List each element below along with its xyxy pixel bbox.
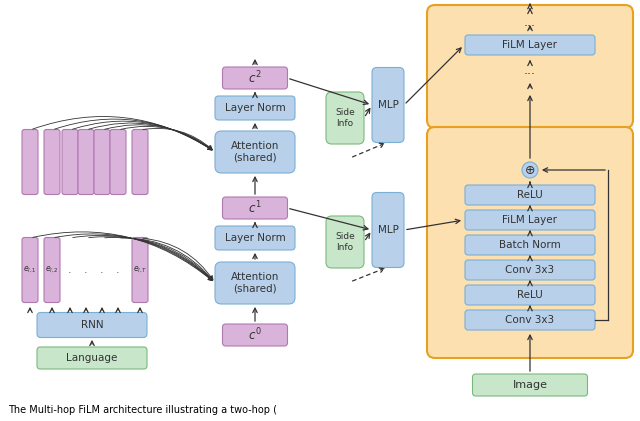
Text: $e_{l,1}$: $e_{l,1}$ — [23, 265, 37, 275]
FancyBboxPatch shape — [37, 347, 147, 369]
FancyBboxPatch shape — [465, 310, 595, 330]
Text: ReLU: ReLU — [517, 290, 543, 300]
FancyBboxPatch shape — [44, 237, 60, 303]
Text: Attention
(shared): Attention (shared) — [231, 272, 279, 294]
Text: $c^0$: $c^0$ — [248, 327, 262, 343]
FancyBboxPatch shape — [37, 312, 147, 338]
FancyBboxPatch shape — [326, 92, 364, 144]
FancyBboxPatch shape — [94, 130, 110, 195]
FancyBboxPatch shape — [22, 237, 38, 303]
Text: Side
Info: Side Info — [335, 232, 355, 252]
FancyBboxPatch shape — [132, 130, 148, 195]
Text: .: . — [116, 265, 120, 275]
FancyBboxPatch shape — [22, 130, 38, 195]
FancyBboxPatch shape — [132, 237, 148, 303]
FancyBboxPatch shape — [465, 235, 595, 255]
Text: ReLU: ReLU — [517, 190, 543, 200]
FancyBboxPatch shape — [62, 130, 78, 195]
Text: $c^1$: $c^1$ — [248, 200, 262, 216]
Text: MLP: MLP — [378, 100, 399, 110]
FancyBboxPatch shape — [215, 131, 295, 173]
Text: ...: ... — [524, 64, 536, 77]
Text: Image: Image — [513, 380, 547, 390]
FancyBboxPatch shape — [223, 67, 287, 89]
Text: $e_{l,2}$: $e_{l,2}$ — [45, 265, 59, 275]
FancyBboxPatch shape — [465, 260, 595, 280]
Text: .: . — [84, 265, 88, 275]
FancyBboxPatch shape — [78, 130, 94, 195]
Text: FiLM Layer: FiLM Layer — [502, 215, 557, 225]
FancyBboxPatch shape — [427, 127, 633, 358]
FancyBboxPatch shape — [372, 67, 404, 142]
Text: Layer Norm: Layer Norm — [225, 233, 285, 243]
Text: FiLM Layer: FiLM Layer — [502, 40, 557, 50]
Text: Side
Info: Side Info — [335, 108, 355, 128]
Text: $c^2$: $c^2$ — [248, 70, 262, 86]
FancyBboxPatch shape — [427, 5, 633, 128]
FancyBboxPatch shape — [110, 130, 126, 195]
Text: MLP: MLP — [378, 225, 399, 235]
FancyBboxPatch shape — [223, 324, 287, 346]
Text: Attention
(shared): Attention (shared) — [231, 141, 279, 163]
FancyBboxPatch shape — [215, 226, 295, 250]
Text: Conv 3x3: Conv 3x3 — [506, 315, 555, 325]
Text: .: . — [100, 265, 104, 275]
Text: Layer Norm: Layer Norm — [225, 103, 285, 113]
FancyBboxPatch shape — [215, 96, 295, 120]
Text: $e_{l,T}$: $e_{l,T}$ — [132, 265, 147, 275]
FancyBboxPatch shape — [44, 130, 60, 195]
FancyBboxPatch shape — [465, 35, 595, 55]
FancyBboxPatch shape — [215, 262, 295, 304]
Circle shape — [522, 162, 538, 178]
FancyBboxPatch shape — [465, 185, 595, 205]
Text: .: . — [68, 265, 72, 275]
FancyBboxPatch shape — [472, 374, 588, 396]
Text: Conv 3x3: Conv 3x3 — [506, 265, 555, 275]
Text: ...: ... — [524, 16, 536, 29]
FancyBboxPatch shape — [465, 285, 595, 305]
FancyBboxPatch shape — [372, 192, 404, 267]
FancyBboxPatch shape — [465, 210, 595, 230]
FancyBboxPatch shape — [326, 216, 364, 268]
Text: Batch Norm: Batch Norm — [499, 240, 561, 250]
Text: The Multi-hop FiLM architecture illustrating a two-hop (: The Multi-hop FiLM architecture illustra… — [8, 405, 277, 415]
Text: Language: Language — [67, 353, 118, 363]
FancyBboxPatch shape — [223, 197, 287, 219]
Text: RNN: RNN — [81, 320, 103, 330]
Text: $\oplus$: $\oplus$ — [524, 163, 536, 176]
